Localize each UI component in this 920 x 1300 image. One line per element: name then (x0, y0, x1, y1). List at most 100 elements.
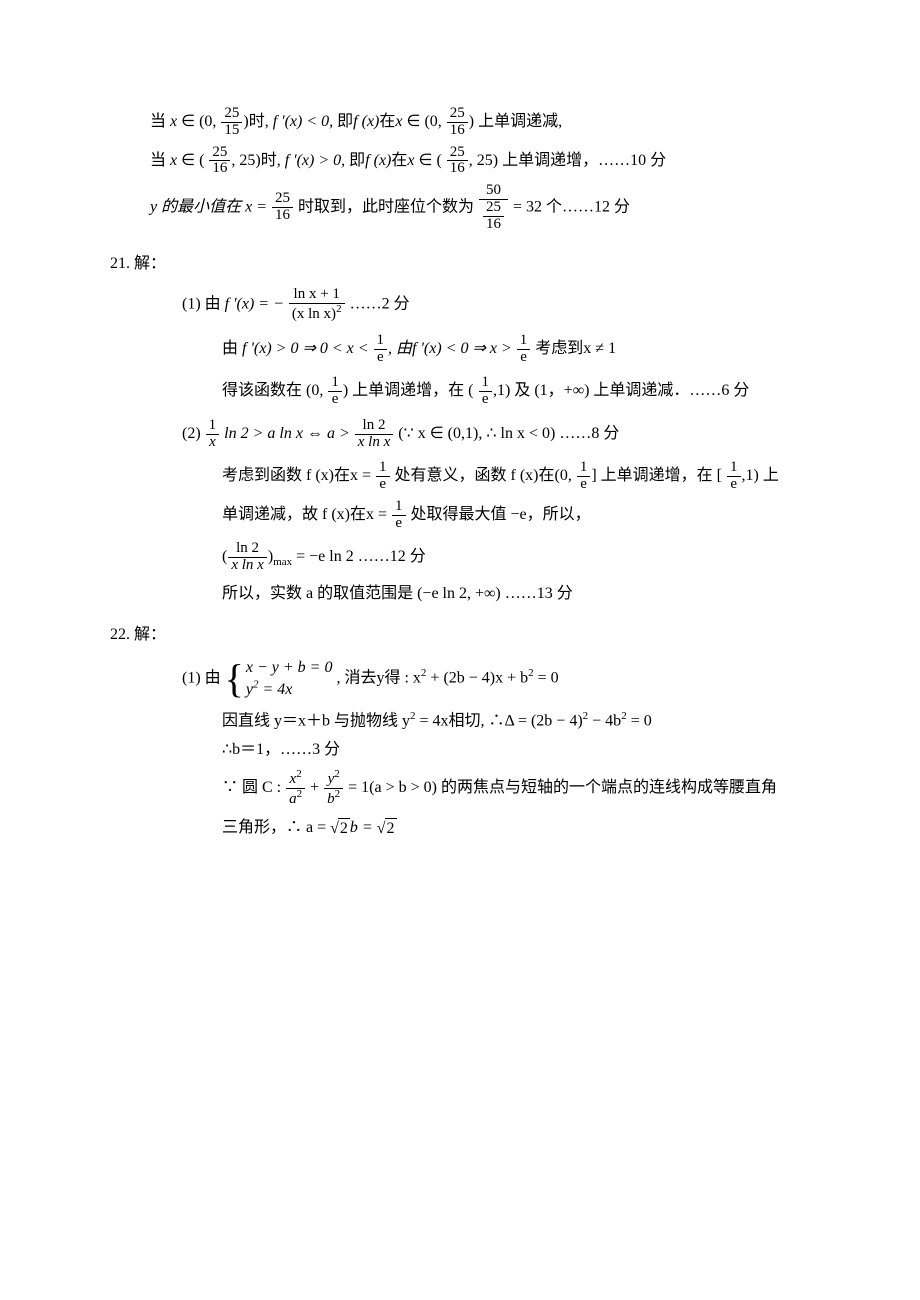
system-rows: x − y + b = 0 y2 = 4x (246, 658, 333, 699)
q21-p2: (2) 1x ln 2 > a ln x ⇔ a > ln 2x ln x (∵… (182, 418, 810, 451)
fraction: 2516 (272, 191, 293, 224)
q21-p2-sub: 考虑到函数 f (x)在x = 1e 处有意义，函数 f (x)在(0, 1e]… (222, 460, 810, 603)
sqrt-icon: √2 (377, 818, 397, 838)
text: ,1) 及 (1，+∞) 上单调递减．……6 分 (493, 382, 749, 399)
fraction: ln x + 1 (x ln x)2 (289, 287, 345, 323)
text: 在 (391, 151, 407, 168)
text: 考虑到x ≠ 1 (535, 340, 616, 357)
q21-p2b-l2: 单调递减，故 f (x)在x = 1e 处取得最大值 −e，所以， (222, 499, 810, 532)
text: ∵ 圆 C : (222, 779, 281, 796)
math: f (x) (365, 151, 391, 168)
text: ] 上单调递增，在 [ (591, 467, 722, 484)
fraction: 1e (577, 460, 591, 493)
math: x (170, 151, 181, 168)
q21-p1: (1) 由 f '(x) = − ln x + 1 (x ln x)2 ……2 … (182, 287, 810, 323)
text: 上单调递增，……10 分 (502, 151, 666, 168)
text: = 32 个……12 分 (513, 198, 630, 215)
num: y2 (324, 769, 343, 788)
text: ,1) 上 (742, 467, 779, 484)
text: 因直线 y＝x＋b 与抛物线 y (222, 712, 410, 729)
fraction: 1x (206, 418, 220, 451)
fraction: 2516 (209, 145, 230, 178)
page: 当 x ∈ (0, 2515)时, f '(x) < 0, 即f (x)在x ∈… (0, 0, 920, 928)
q22-p1-sub: 因直线 y＝x＋b 与抛物线 y2 = 4x相切, ∴Δ = (2b − 4)2… (222, 710, 810, 839)
text: 即 (337, 113, 353, 130)
math: f '(x) = − (225, 296, 284, 313)
text: = 0 (627, 712, 652, 729)
text: 处有意义，函数 f (x)在(0, (395, 467, 572, 484)
q21-body: (1) 由 f '(x) = − ln x + 1 (x ln x)2 ……2 … (182, 287, 810, 603)
fraction: x2 a2 (286, 769, 305, 808)
q22-p1-l3: ∴b＝1，……3 分 (222, 740, 810, 759)
text: 当 (150, 151, 166, 168)
sys-row1: x − y + b = 0 (246, 659, 333, 676)
math: x (407, 151, 418, 168)
fraction: 2516 (447, 106, 468, 139)
sys-row2: y2 = 4x (246, 681, 293, 698)
text: 三角形，∴ a = (222, 819, 326, 836)
text: 得该函数在 (0, (222, 382, 323, 399)
q20-continuation: 当 x ∈ (0, 2515)时, f '(x) < 0, 即f (x)在x ∈… (150, 106, 810, 232)
text: , 消去y得 : x (336, 670, 420, 687)
q21-p1-sub: 由 f '(x) > 0 ⇒ 0 < x < 1e, 由f '(x) < 0 ⇒… (222, 333, 810, 408)
math: x (395, 113, 406, 130)
fraction: ln 2x ln x (355, 418, 393, 451)
fraction: 1e (374, 333, 388, 366)
text: 处取得最大值 −e，所以， (411, 506, 591, 523)
text: 时, (249, 113, 269, 130)
fraction: 1e (392, 499, 406, 532)
q20-line1: 当 x ∈ (0, 2515)时, f '(x) < 0, 即f (x)在x ∈… (150, 106, 810, 139)
num: x2 (286, 769, 305, 788)
text: (∵ x ∈ (0,1), ∴ ln x < 0) ……8 分 (398, 425, 619, 442)
text: 时取到，此时座位个数为 (298, 198, 474, 215)
math: f '(x) < 0, (273, 113, 333, 130)
sqrt-icon: √2 (330, 818, 350, 838)
q22-body: (1) 由 { x − y + b = 0 y2 = 4x , 消去y得 : x… (182, 658, 810, 838)
text: = 4x相切, ∴Δ = (2b − 4) (416, 712, 583, 729)
q22-p1-l5: 三角形，∴ a = √2b = √2 (222, 818, 810, 838)
math: f '(x) > 0, (285, 151, 345, 168)
fraction: 1e (376, 460, 390, 493)
q22-p1-l4: ∵ 圆 C : x2 a2 + y2 b2 = 1(a > b > 0) 的两焦… (222, 769, 810, 808)
fraction-nested: 50 2516 (479, 183, 508, 232)
text: 上单调递减, (478, 113, 562, 130)
q21-header: 21. 解： (110, 254, 810, 273)
text: 即 (349, 151, 365, 168)
part-label: (1) 由 (182, 670, 221, 687)
q21-p1b: 由 f '(x) > 0 ⇒ 0 < x < 1e, 由f '(x) < 0 ⇒… (222, 333, 810, 366)
text: ) 上单调递增，在 ( (343, 382, 474, 399)
text: y 的最小值在 (150, 198, 241, 215)
text: 由 (222, 340, 238, 357)
fraction: 1e (328, 375, 342, 408)
den: (x ln x)2 (289, 303, 345, 323)
math: f '(x) > 0 ⇒ 0 < x < (242, 340, 369, 357)
q20-line2: 当 x ∈ ( 2516, 25)时, f '(x) > 0, 即f (x)在x… (150, 145, 810, 178)
score: ……2 分 (350, 296, 410, 313)
text: = −e ln 2 ……12 分 (296, 548, 426, 565)
part-label: (2) (182, 425, 201, 442)
text: 单调递减，故 f (x)在x = (222, 506, 387, 523)
math: , 由f '(x) < 0 ⇒ x > (388, 340, 512, 357)
left-brace-icon: { (225, 659, 244, 699)
fraction: 1e (727, 460, 741, 493)
text: 时, (261, 151, 281, 168)
q22-p1-l2: 因直线 y＝x＋b 与抛物线 y2 = 4x相切, ∴Δ = (2b − 4)2… (222, 710, 810, 731)
text: ( (222, 548, 227, 565)
q21-p2d: 所以，实数 a 的取值范围是 (−e ln 2, +∞) ……13 分 (222, 584, 810, 603)
fraction: y2 b2 (324, 769, 343, 808)
q21-p1c: 得该函数在 (0, 1e) 上单调递增，在 ( 1e,1) 及 (1，+∞) 上… (222, 375, 810, 408)
math: x = (245, 198, 271, 215)
nested-frac: 2516 (479, 199, 508, 233)
num: 25) (239, 151, 260, 168)
math: b = (350, 819, 373, 836)
q21-p2c: (ln 2x ln x)max = −e ln 2 ……12 分 (222, 541, 810, 574)
q22-p1-l1: (1) 由 { x − y + b = 0 y2 = 4x , 消去y得 : x… (182, 658, 810, 699)
q22-header: 22. 解： (110, 625, 810, 644)
plus: + (310, 779, 319, 796)
fraction: 1e (517, 333, 531, 366)
q21-p2b-l1: 考虑到函数 f (x)在x = 1e 处有意义，函数 f (x)在(0, 1e]… (222, 460, 810, 493)
text: = 0 (534, 670, 559, 687)
fraction: 2515 (221, 106, 242, 139)
q20-line3: y 的最小值在 x = 2516 时取到，此时座位个数为 50 2516 = 3… (150, 183, 810, 232)
math: ln 2 > a ln x ⇔ a > (224, 425, 350, 442)
